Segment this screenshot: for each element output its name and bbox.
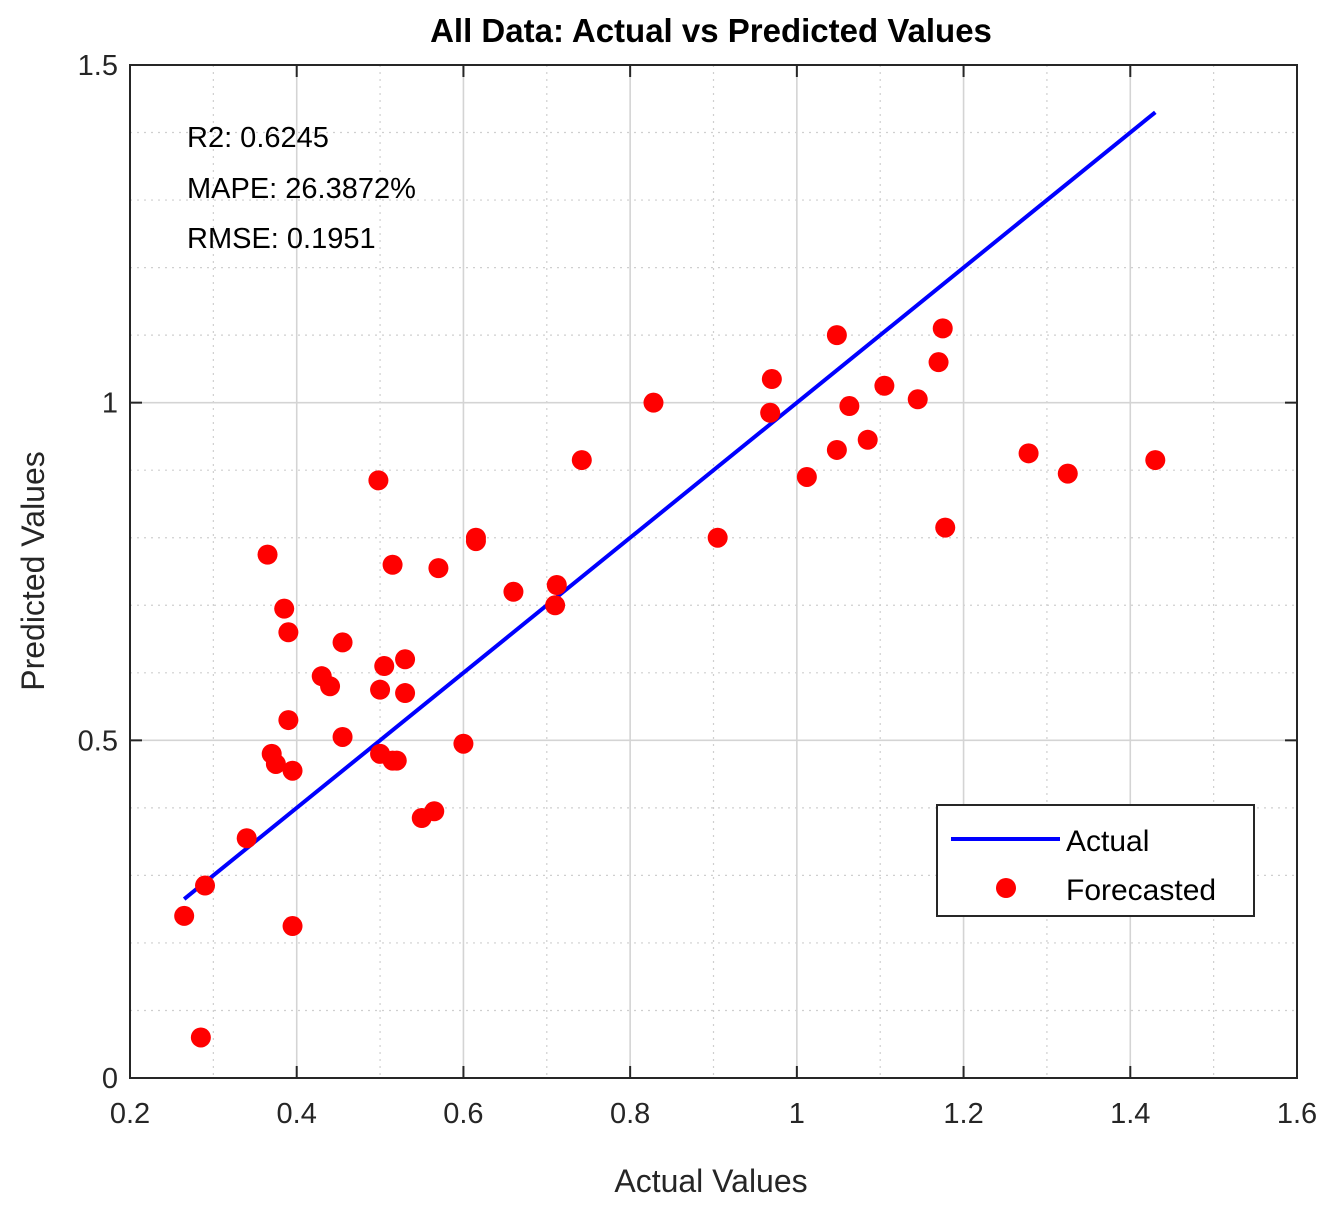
forecasted-point [332,632,353,653]
forecasted-point [796,466,817,487]
legend-box [936,804,1255,917]
forecasted-point [826,439,847,460]
forecasted-point [174,905,195,926]
forecasted-point [382,554,403,575]
actual-line [182,110,1157,901]
x-tick-label: 0.8 [610,1098,650,1130]
forecasted-point [826,325,847,346]
forecasted-point [839,396,860,417]
forecasted-point [424,801,445,822]
forecasted-point [386,750,407,771]
y-tick-label: 1.5 [78,50,118,82]
legend-forecasted-label: Forecasted [1066,874,1216,907]
forecasted-point [370,743,391,764]
y-tick-label: 0 [102,1063,118,1095]
legend-forecasted-marker [996,878,1016,898]
forecasted-point [761,369,782,390]
x-axis-label: Actual Values [614,1163,807,1199]
forecasted-point [465,527,486,548]
forecasted-point [274,598,295,619]
forecasted-point [874,375,895,396]
y-tick-label: 1 [102,388,118,420]
forecasted-point [320,676,341,697]
legend-actual-label: Actual [1066,825,1149,858]
forecasted-point [857,429,878,450]
y-tick-label: 0.5 [78,725,118,757]
plot-frame [129,64,1298,1079]
forecasted-point [503,581,524,602]
forecasted-point [571,450,592,471]
forecasted-point [395,649,416,670]
forecasted-point [278,710,299,731]
x-tick-label: 0.2 [110,1098,150,1130]
x-tick-label: 1 [789,1098,805,1130]
forecasted-point [1145,450,1166,471]
forecasted-point [1018,443,1039,464]
chart-title: All Data: Actual vs Predicted Values [430,12,992,49]
forecasted-point [195,875,216,896]
forecasted-point [257,544,278,565]
r2-annotation: R2: 0.6245 [187,122,329,154]
forecasted-point [545,595,566,616]
forecasted-point [760,402,781,423]
legend: Actual Forecasted [936,804,1255,917]
forecasted-point [707,527,728,548]
forecasted-point [282,916,303,937]
forecasted-point [546,575,567,596]
forecasted-point [370,679,391,700]
forecasted-point [1057,463,1078,484]
forecasted-point [261,743,282,764]
x-tick-label: 1.6 [1277,1098,1317,1130]
x-tick-label: 0.4 [277,1098,317,1130]
forecasted-point [282,760,303,781]
axis-ticks: 0.2 0.4 0.6 0.8 1 1.2 1.4 1.6 0 0.5 1 1.5 [78,50,1317,1130]
x-tick-label: 0.6 [443,1098,483,1130]
rmse-annotation: RMSE: 0.1951 [187,223,376,255]
metrics-annotation: R2: 0.6245 MAPE: 26.3872% RMSE: 0.1951 [187,122,416,255]
forecasted-point [935,517,956,538]
forecasted-point [374,656,395,677]
forecasted-point [928,352,949,373]
forecasted-point [278,622,299,643]
forecasted-point [190,1027,211,1048]
x-tick-label: 1.2 [943,1098,983,1130]
forecasted-point [332,726,353,747]
x-tick-label: 1.4 [1110,1098,1150,1130]
data-layer [174,110,1166,1048]
mape-annotation: MAPE: 26.3872% [187,173,416,205]
forecasted-point [236,828,257,849]
forecasted-point [643,392,664,413]
forecasted-point [395,683,416,704]
forecasted-point [428,558,449,579]
forecasted-point [907,389,928,410]
forecasted-point [368,470,389,491]
y-axis-label: Predicted Values [15,451,51,691]
forecasted-point [932,318,953,339]
forecasted-point [453,733,474,754]
